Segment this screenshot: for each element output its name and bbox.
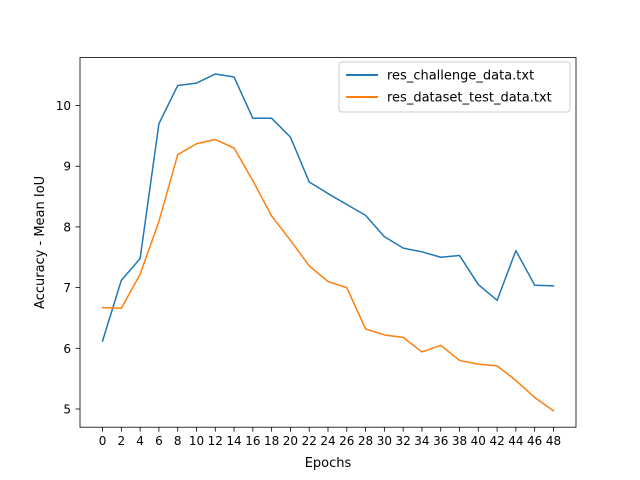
legend: res_challenge_data.txt res_dataset_test_… [338, 61, 571, 113]
series-line-1 [101, 138, 555, 412]
y-axis-label: Accuracy - Mean IoU [33, 176, 48, 309]
x-tick-label: 0 [99, 434, 107, 448]
x-tick-label: 46 [527, 434, 542, 448]
x-tick-label: 34 [414, 434, 429, 448]
x-tick-label: 18 [264, 434, 279, 448]
x-tick-label: 8 [174, 434, 182, 448]
x-tick-label: 42 [489, 434, 504, 448]
y-tick-label: 5 [63, 402, 71, 416]
legend-label-dataset-test: res_dataset_test_data.txt [387, 91, 552, 106]
legend-label-challenge: res_challenge_data.txt [387, 69, 534, 84]
y-tick-label: 7 [63, 281, 71, 295]
x-tick-label: 48 [546, 434, 561, 448]
x-tick-label: 22 [302, 434, 317, 448]
x-tick-label: 4 [136, 434, 144, 448]
x-tick-label: 36 [433, 434, 448, 448]
x-tick-label: 2 [118, 434, 126, 448]
legend-frame [338, 61, 571, 113]
series-lines [101, 73, 555, 412]
x-tick-label: 28 [358, 434, 373, 448]
y-axis-ticks: 5 6 7 8 9 10 [56, 99, 80, 416]
x-tick-label: 24 [320, 434, 335, 448]
x-tick-label: 10 [189, 434, 204, 448]
x-tick-label: 26 [339, 434, 354, 448]
x-tick-label: 40 [471, 434, 486, 448]
x-tick-label: 38 [452, 434, 467, 448]
x-tick-label: 14 [226, 434, 241, 448]
x-axis-label: Epochs [305, 456, 352, 471]
x-axis-ticks: 0 2 4 6 8 10 12 14 16 18 20 22 24 26 28 30 32 34 36 38 40 42 4… [99, 427, 561, 448]
x-tick-label: 32 [396, 434, 411, 448]
y-tick-label: 6 [63, 342, 71, 356]
x-tick-label: 6 [155, 434, 163, 448]
x-tick-label: 44 [508, 434, 523, 448]
x-tick-label: 12 [208, 434, 223, 448]
series-line-0 [101, 73, 555, 342]
x-tick-label: 16 [245, 434, 260, 448]
x-tick-label: 30 [377, 434, 392, 448]
y-tick-label: 8 [63, 220, 71, 234]
y-tick-label: 9 [63, 160, 71, 174]
x-tick-label: 20 [283, 434, 298, 448]
y-tick-label: 10 [56, 99, 71, 113]
plot-frame [79, 57, 577, 428]
